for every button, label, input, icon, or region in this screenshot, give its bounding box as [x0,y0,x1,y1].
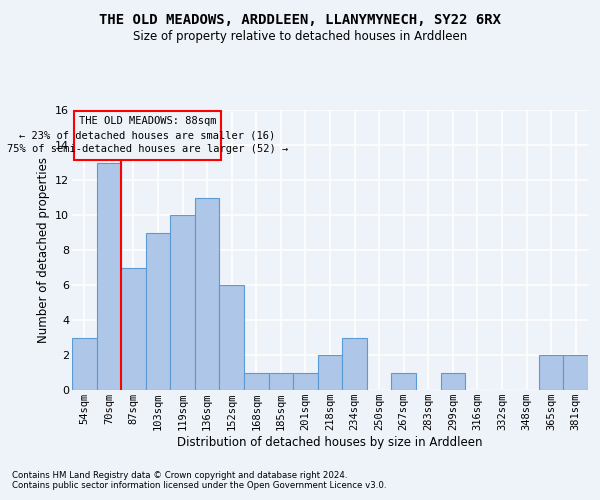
Bar [269,372,293,390]
Bar [97,162,121,390]
Text: ← 23% of detached houses are smaller (16): ← 23% of detached houses are smaller (16… [19,130,275,140]
Text: THE OLD MEADOWS, ARDDLEEN, LLANYMYNECH, SY22 6RX: THE OLD MEADOWS, ARDDLEEN, LLANYMYNECH, … [99,12,501,26]
Text: Distribution of detached houses by size in Arddleen: Distribution of detached houses by size … [177,436,483,449]
Text: Contains public sector information licensed under the Open Government Licence v3: Contains public sector information licen… [12,481,386,490]
Text: Contains HM Land Registry data © Crown copyright and database right 2024.: Contains HM Land Registry data © Crown c… [12,471,347,480]
Bar [318,355,342,390]
Bar [293,372,318,390]
Bar [563,355,588,390]
Bar [539,355,563,390]
FancyBboxPatch shape [74,111,221,160]
Bar [244,372,269,390]
Bar [342,338,367,390]
Text: THE OLD MEADOWS: 88sqm: THE OLD MEADOWS: 88sqm [79,116,217,126]
Bar [195,198,220,390]
Bar [170,215,195,390]
Bar [440,372,465,390]
Text: Size of property relative to detached houses in Arddleen: Size of property relative to detached ho… [133,30,467,43]
Bar [220,285,244,390]
Bar [72,338,97,390]
Bar [121,268,146,390]
Text: 75% of semi-detached houses are larger (52) →: 75% of semi-detached houses are larger (… [7,144,288,154]
Y-axis label: Number of detached properties: Number of detached properties [37,157,50,343]
Bar [391,372,416,390]
Bar [146,232,170,390]
